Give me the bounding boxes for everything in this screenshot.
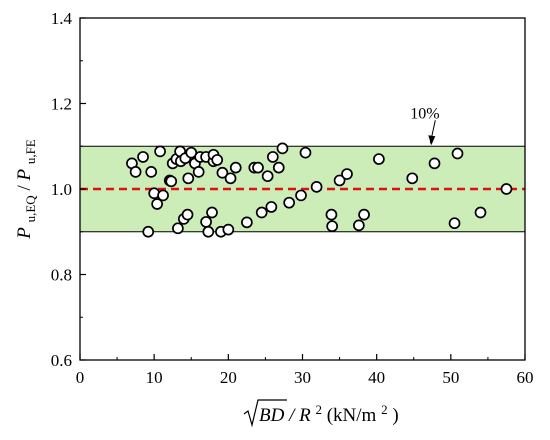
- x-label-rest-sup: 2: [315, 402, 322, 417]
- y-label-num-sub: u,EQ: [23, 195, 38, 223]
- data-point: [252, 161, 264, 174]
- x-label-unit-open: (kN/m: [327, 405, 377, 426]
- data-point: [295, 189, 307, 202]
- data-point: [145, 166, 158, 178]
- data-point: [165, 175, 178, 188]
- x-tick-label: 10: [146, 368, 163, 387]
- data-point: [137, 151, 149, 163]
- data-point: [333, 174, 346, 187]
- data-point: [266, 151, 279, 163]
- annotation-label: 10%: [410, 105, 439, 122]
- y-tick-label: 0.6: [51, 351, 72, 370]
- x-label-sqrt-term: BD: [259, 405, 285, 426]
- data-point: [182, 172, 195, 185]
- data-point: [283, 196, 295, 209]
- x-label-unit-sup: 2: [381, 402, 388, 417]
- x-tick-label: 60: [517, 368, 534, 387]
- data-point: [326, 220, 339, 233]
- data-point: [358, 208, 370, 221]
- data-point: [325, 208, 338, 221]
- points-layer: [126, 142, 513, 238]
- data-point: [172, 222, 184, 235]
- data-point: [373, 153, 385, 165]
- data-point: [276, 142, 289, 155]
- data-point: [157, 189, 169, 202]
- data-point: [224, 172, 237, 185]
- y-label-den-main: P: [14, 169, 35, 182]
- data-point: [229, 161, 242, 174]
- data-point: [181, 208, 194, 221]
- y-tick-label: 1.0: [51, 180, 72, 199]
- data-point: [129, 166, 142, 178]
- y-tick-label: 0.8: [51, 266, 72, 285]
- data-point: [451, 147, 464, 160]
- x-label-unit-close: ): [392, 405, 398, 426]
- data-point: [192, 166, 205, 178]
- data-point: [310, 181, 323, 193]
- y-tick-label: 1.4: [51, 9, 73, 28]
- data-point: [261, 170, 274, 183]
- svg-text:P u,EQ / P: P u,EQ / P u,FE: [14, 139, 40, 240]
- x-tick-label: 0: [76, 368, 85, 387]
- y-tick-label: 1.2: [51, 95, 72, 114]
- annotation: 10%: [410, 105, 440, 146]
- x-axis-title: BD / R 2 (kN/m 2 ): [243, 398, 399, 428]
- data-point: [202, 225, 215, 238]
- data-point: [151, 198, 163, 210]
- svg-text:BD / R 2 (k: BD / R 2 (kN/m 2 ): [259, 398, 399, 426]
- x-axis-ticks: 0 10 20 30 40 50 60: [76, 354, 534, 387]
- data-point: [428, 157, 441, 170]
- data-point: [211, 154, 224, 166]
- data-point: [241, 216, 253, 229]
- y-label-num-main: P: [14, 227, 35, 240]
- data-point: [200, 216, 212, 228]
- data-point: [474, 206, 487, 219]
- data-point: [154, 145, 166, 158]
- data-point: [265, 201, 278, 213]
- x-tick-label: 20: [220, 368, 237, 387]
- data-point: [142, 225, 155, 238]
- x-tick-label: 50: [442, 368, 459, 387]
- data-point: [341, 168, 353, 180]
- data-point: [272, 161, 285, 174]
- sqrt-sign: [243, 399, 287, 428]
- x-tick-label: 40: [368, 368, 385, 387]
- y-label-den-sub: u,FE: [23, 139, 38, 164]
- annotation-arrowhead: [428, 135, 436, 146]
- data-point: [299, 146, 312, 159]
- data-point: [206, 206, 218, 219]
- data-point: [216, 166, 229, 179]
- data-point: [222, 223, 235, 236]
- x-label-rest: / R: [288, 405, 311, 426]
- data-point: [353, 219, 365, 232]
- x-tick-label: 30: [294, 368, 311, 387]
- y-axis-ticks: 0.6 0.8 1.0 1.2 1.4: [51, 9, 86, 370]
- y-axis-title: P u,EQ / P u,FE: [14, 139, 40, 240]
- data-point: [406, 172, 419, 185]
- data-point: [448, 217, 461, 230]
- data-point: [255, 206, 268, 219]
- y-label-slash: /: [14, 181, 35, 191]
- data-point: [500, 183, 513, 195]
